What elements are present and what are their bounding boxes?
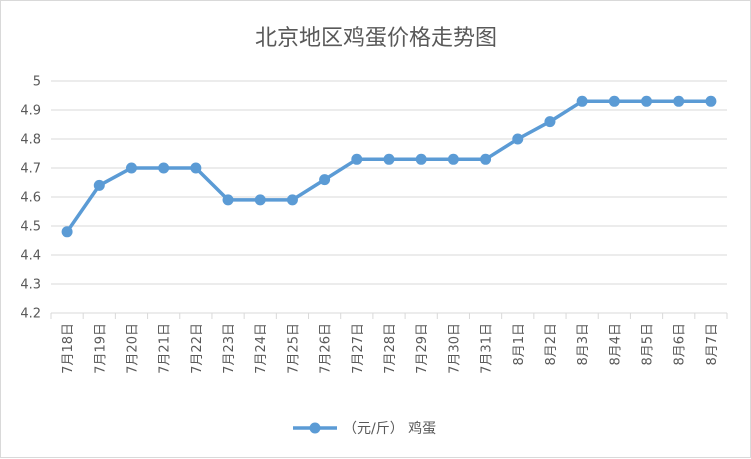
data-point (286, 194, 298, 206)
x-tick-label: 8月6日 (673, 323, 688, 366)
y-tick-label: 5 (33, 75, 41, 90)
x-tick-label: 7月28日 (383, 323, 398, 374)
x-tick-label: 7月23日 (222, 323, 237, 374)
x-tick-label: 8月5日 (641, 323, 656, 366)
x-tick-label: 7月18日 (61, 323, 76, 374)
data-point (93, 179, 105, 191)
data-point (673, 95, 685, 107)
y-tick-label: 4.4 (20, 249, 41, 264)
x-tick-label: 7月31日 (480, 323, 495, 374)
legend-label: （元/斤） 鸡蛋 (343, 420, 436, 437)
chart-title: 北京地区鸡蛋价格走势图 (255, 26, 497, 51)
data-point (544, 116, 556, 128)
y-tick-label: 4.7 (20, 162, 41, 177)
x-tick-label: 8月4日 (608, 323, 623, 366)
data-point (447, 153, 459, 165)
series-layer (61, 95, 717, 238)
data-point (190, 162, 202, 174)
data-point (512, 133, 524, 145)
data-point (351, 153, 363, 165)
data-point (705, 95, 717, 107)
gridlines (51, 80, 727, 314)
x-tick-label: 8月7日 (705, 323, 720, 366)
data-point (319, 174, 331, 186)
x-tick-label: 7月25日 (286, 323, 301, 374)
data-point (254, 194, 266, 206)
y-tick-label: 4.2 (20, 307, 41, 322)
y-tick-label: 4.6 (20, 191, 41, 206)
x-tick-label: 8月2日 (544, 323, 559, 366)
x-tick-label: 7月21日 (158, 323, 173, 374)
data-point (415, 153, 427, 165)
data-point (61, 226, 73, 238)
data-point (125, 162, 137, 174)
x-tick-label: 8月3日 (576, 323, 591, 366)
y-axis-ticks: 4.2 4.3 4.4 4.5 4.6 4.7 4.8 4.9 5 (20, 75, 41, 322)
x-tick-label: 7月29日 (415, 323, 430, 374)
x-tick-label: 7月20日 (125, 323, 140, 374)
data-point (222, 194, 234, 206)
data-point (480, 153, 492, 165)
x-tick-label: 7月30日 (447, 323, 462, 374)
y-tick-label: 4.9 (20, 104, 41, 119)
y-tick-label: 4.8 (20, 133, 41, 148)
y-tick-label: 4.3 (20, 278, 41, 293)
x-tick-label: 7月22日 (190, 323, 205, 374)
x-tick-label: 8月1日 (512, 323, 527, 366)
x-tick-label: 7月26日 (319, 323, 334, 374)
legend: （元/斤） 鸡蛋 (293, 420, 436, 437)
data-point (383, 153, 395, 165)
data-point (158, 162, 170, 174)
x-tick-label: 7月19日 (93, 323, 108, 374)
data-point (641, 95, 653, 107)
x-tick-label: 7月24日 (254, 323, 269, 374)
data-point (576, 95, 588, 107)
x-axis-ticks: 7月18日 7月19日 7月20日 7月21日 7月22日 7月23日 7月24日 7月25日… (50, 313, 728, 374)
legend-dot-marker (309, 422, 321, 434)
x-tick-label: 7月27日 (351, 323, 366, 374)
data-point (608, 95, 620, 107)
y-tick-label: 4.5 (20, 220, 41, 235)
